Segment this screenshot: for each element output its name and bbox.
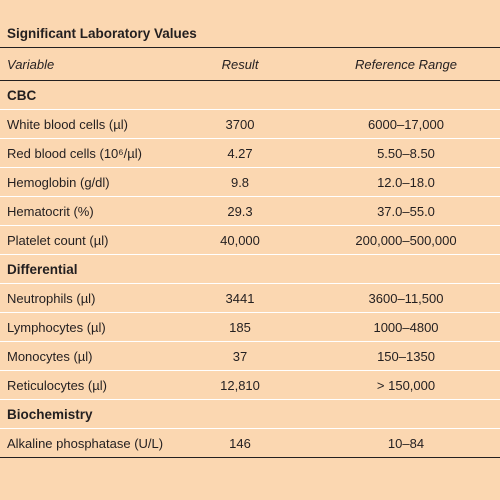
result-value: 9.8 — [230, 175, 250, 190]
variable-cell: Platelet count (µl) — [7, 233, 109, 248]
result-value: 37 — [232, 349, 248, 364]
result-value: 12,810 — [220, 378, 260, 393]
table-title: Significant Laboratory Values — [0, 27, 500, 48]
variable-cell: Alkaline phosphatase (U/L) — [7, 436, 164, 451]
table-row: Hematocrit (%) 29.3 37.0–55.0 — [0, 197, 500, 226]
result-value: 146 — [229, 436, 251, 451]
reference-value: > 150,000 — [376, 378, 436, 393]
variable-cell: Red blood cells (10⁶/µl) — [7, 146, 142, 161]
table-row: Reticulocytes (µl) 12,810 > 150,000 — [0, 371, 500, 400]
table-row: Lymphocytes (µl) 185 1000–4800 — [0, 313, 500, 342]
result-value: 185 — [229, 320, 251, 335]
reference-value: 1000–4800 — [373, 320, 439, 335]
reference-value: 200,000–500,000 — [355, 233, 457, 248]
table-row: Alkaline phosphatase (U/L) 146 10–84 — [0, 429, 500, 458]
variable-cell: Monocytes (µl) — [7, 349, 93, 364]
reference-value: 3600–11,500 — [368, 291, 444, 306]
section-header-biochemistry: Biochemistry — [0, 400, 500, 429]
section-label: Differential — [7, 262, 78, 277]
section-header-differential: Differential — [0, 255, 500, 284]
variable-cell: Hemoglobin (g/dl) — [7, 175, 110, 190]
table-header-row: Variable Result Reference Range — [0, 48, 500, 81]
section-label: Biochemistry — [7, 407, 93, 422]
table-row: Neutrophils (µl) 3441 3600–11,500 — [0, 284, 500, 313]
table-row: White blood cells (µl) 3700 6000–17,000 — [0, 110, 500, 139]
result-value: 40,000 — [220, 233, 260, 248]
result-value: 29.3 — [227, 204, 253, 219]
table-row: Platelet count (µl) 40,000 200,000–500,0… — [0, 226, 500, 255]
result-value: 3441 — [225, 291, 255, 306]
result-value: 3700 — [225, 117, 255, 132]
header-reference-text: Reference Range — [355, 57, 457, 72]
reference-value: 10–84 — [387, 436, 425, 451]
reference-value: 5.50–8.50 — [377, 146, 435, 161]
header-variable: Variable — [7, 57, 55, 72]
reference-value: 6000–17,000 — [368, 117, 444, 132]
result-value: 4.27 — [227, 146, 253, 161]
reference-value: 37.0–55.0 — [377, 204, 435, 219]
reference-value: 12.0–18.0 — [377, 175, 435, 190]
section-header-cbc: CBC — [0, 81, 500, 110]
header-result-text: Result — [221, 57, 259, 72]
variable-cell: Lymphocytes (µl) — [7, 320, 106, 335]
table-row: Red blood cells (10⁶/µl) 4.27 5.50–8.50 — [0, 139, 500, 168]
variable-cell: Hematocrit (%) — [7, 204, 94, 219]
variable-cell: Neutrophils (µl) — [7, 291, 96, 306]
table-row: Monocytes (µl) 37 150–1350 — [0, 342, 500, 371]
table-row: Hemoglobin (g/dl) 9.8 12.0–18.0 — [0, 168, 500, 197]
reference-value: 150–1350 — [377, 349, 435, 364]
variable-cell: Reticulocytes (µl) — [7, 378, 107, 393]
section-label: CBC — [7, 88, 37, 103]
variable-cell: White blood cells (µl) — [7, 117, 128, 132]
